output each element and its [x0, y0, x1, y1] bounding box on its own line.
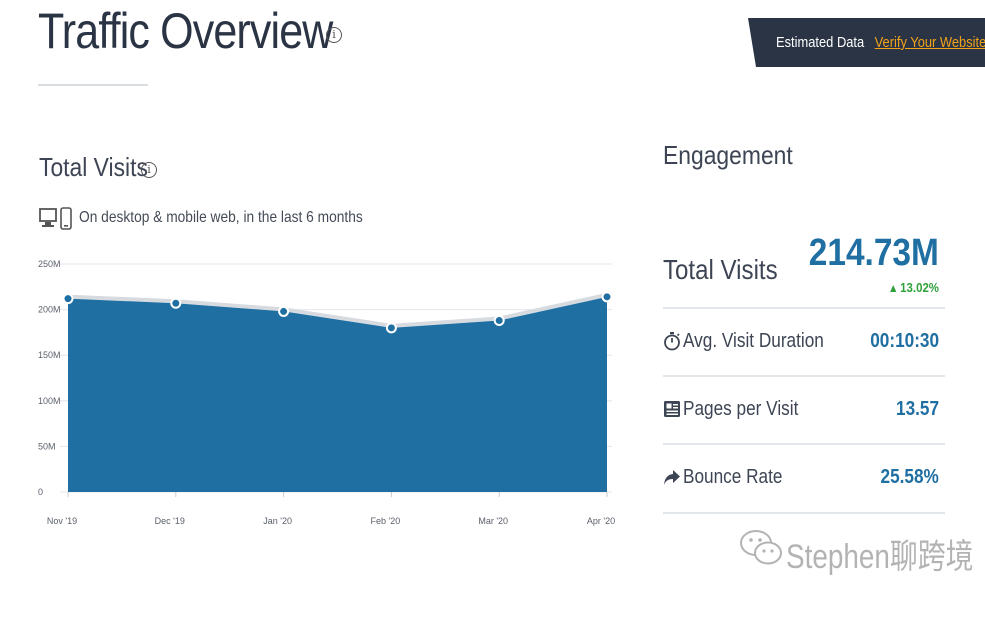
data-point [385, 322, 397, 334]
metric-value: 13.57 [895, 398, 939, 420]
total-visits-change-value: 13.02% [900, 280, 939, 295]
x-tick-label: Nov '19 [47, 516, 77, 526]
metric-row-avg-visit-duration: Avg. Visit Duration 00:10:30 [663, 327, 945, 357]
title-underline [38, 84, 148, 86]
engagement-divider [663, 375, 945, 377]
x-tick-label: Apr '20 [587, 516, 615, 526]
metric-value: 25.58% [880, 466, 939, 488]
estimated-data-banner: Estimated Data Verify Your Website [748, 18, 985, 67]
engagement-divider [663, 512, 945, 514]
data-point [170, 297, 182, 309]
engagement-divider [663, 307, 945, 309]
series-area [68, 296, 607, 492]
desktop-icon [39, 208, 57, 227]
engagement-title: Engagement [663, 140, 793, 170]
y-tick-label: 100M [38, 396, 61, 406]
total-visits-title: Total Visits [39, 152, 148, 182]
share-arrow-icon [664, 470, 680, 485]
data-point [493, 315, 505, 327]
wechat-icon [740, 530, 782, 565]
watermark: Stephen聊跨境 [738, 525, 974, 576]
metric-value: 00:10:30 [870, 330, 939, 352]
data-point [601, 291, 613, 303]
device-description: On desktop & mobile web, in the last 6 m… [79, 209, 363, 226]
y-tick-label: 250M [38, 259, 61, 269]
total-visits-chart: 250M 200M 150M 100M 50M 0 Nov '19 Dec '19 Jan '2… [38, 259, 615, 526]
x-tick-label: Feb '20 [371, 516, 401, 526]
y-tick-label: 0 [38, 487, 43, 497]
metric-label: Bounce Rate [683, 466, 783, 488]
watermark-text: Stephen聊跨境 [786, 538, 974, 576]
metric-row-pages-per-visit: Pages per Visit 13.57 [663, 395, 945, 425]
metric-row-bounce-rate: Bounce Rate 25.58% [663, 463, 945, 493]
series-line-shadow [67, 292, 608, 328]
page-title: Traffic Overview [38, 3, 333, 59]
metric-label: Avg. Visit Duration [683, 330, 824, 352]
x-tick-label: Mar '20 [478, 516, 508, 526]
metric-label: Pages per Visit [683, 398, 799, 420]
engagement-total-visits-value: 214.73M [808, 232, 939, 274]
total-visits-change: ▲ 13.02% [888, 280, 939, 295]
total-visits-info-icon[interactable]: i [141, 162, 157, 178]
engagement-total-visits-label: Total Visits [663, 254, 778, 285]
up-arrow-icon: ▲ [887, 281, 899, 295]
stopwatch-icon [664, 332, 680, 351]
data-point [278, 305, 290, 317]
data-point [62, 293, 74, 305]
title-info-icon[interactable]: i [326, 27, 342, 43]
engagement-divider [663, 443, 945, 445]
pages-icon [664, 401, 680, 417]
verify-website-link[interactable]: Verify Your Website [874, 34, 985, 51]
y-tick-label: 150M [38, 350, 61, 360]
x-tick-label: Dec '19 [155, 516, 185, 526]
x-tick-label: Jan '20 [263, 516, 292, 526]
y-tick-label: 200M [38, 305, 61, 315]
estimated-data-label: Estimated Data [776, 34, 865, 51]
mobile-icon [60, 207, 72, 230]
y-tick-label: 50M [38, 441, 56, 451]
